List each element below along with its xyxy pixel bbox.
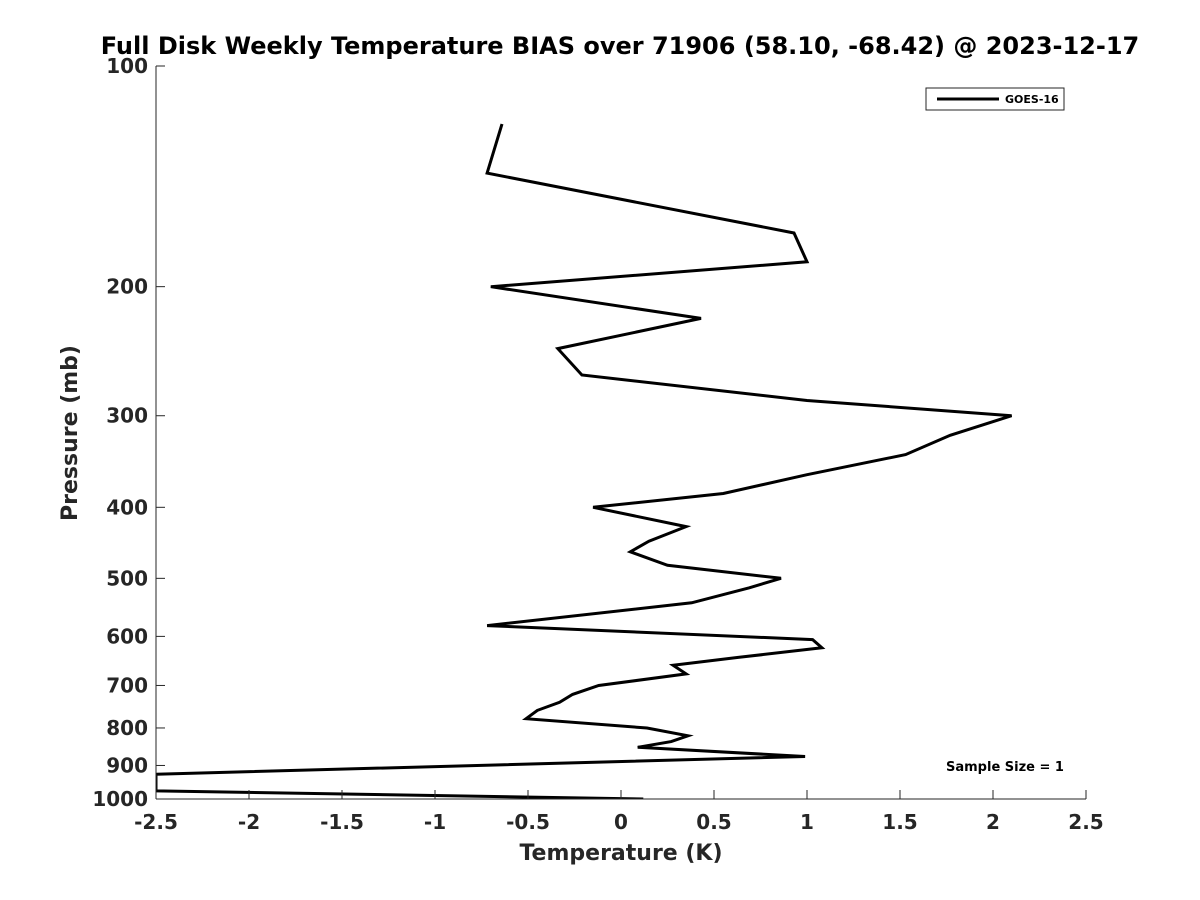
y-axis-ticks: 100 200 300 400 500 600 700 800 900 1000: [92, 54, 165, 811]
x-tick-label: 2: [986, 810, 1000, 834]
x-tick-label: 0: [614, 810, 628, 834]
y-tick-label: 900: [106, 753, 148, 777]
x-tick-label: -0.5: [506, 810, 550, 834]
legend: GOES-16: [925, 87, 1065, 111]
x-tick-label: -2: [238, 810, 260, 834]
sample-size-annotation: Sample Size = 1: [946, 760, 1064, 775]
series-line-goes-16: [156, 123, 1013, 799]
x-tick-label: 1.5: [882, 810, 917, 834]
y-tick-label: 100: [106, 54, 148, 78]
chart-title: Full Disk Weekly Temperature BIAS over 7…: [101, 32, 1140, 60]
y-tick-label: 200: [106, 275, 148, 299]
y-tick-label: 600: [106, 624, 148, 648]
x-tick-label: 0.5: [696, 810, 731, 834]
y-axis-label: Pressure (mb): [58, 345, 83, 521]
x-tick-label: -1: [424, 810, 446, 834]
y-tick-label: 700: [106, 673, 148, 697]
y-tick-label: 300: [106, 404, 148, 428]
x-tick-label: 2.5: [1068, 810, 1103, 834]
x-tick-label: -2.5: [134, 810, 178, 834]
x-tick-label: 1: [800, 810, 814, 834]
x-axis-label: Temperature (K): [519, 841, 722, 866]
legend-label-goes-16: GOES-16: [1005, 93, 1059, 106]
y-tick-label: 800: [106, 716, 148, 740]
y-tick-label: 400: [106, 495, 148, 519]
y-tick-label: 500: [106, 566, 148, 590]
y-tick-label: 1000: [92, 787, 148, 811]
x-axis-ticks: -2.5 -2 -1.5 -1 -0.5 0 0.5 1 1.5 2 2.5: [134, 790, 1104, 834]
x-tick-label: -1.5: [320, 810, 364, 834]
plot-area: [156, 123, 1013, 799]
